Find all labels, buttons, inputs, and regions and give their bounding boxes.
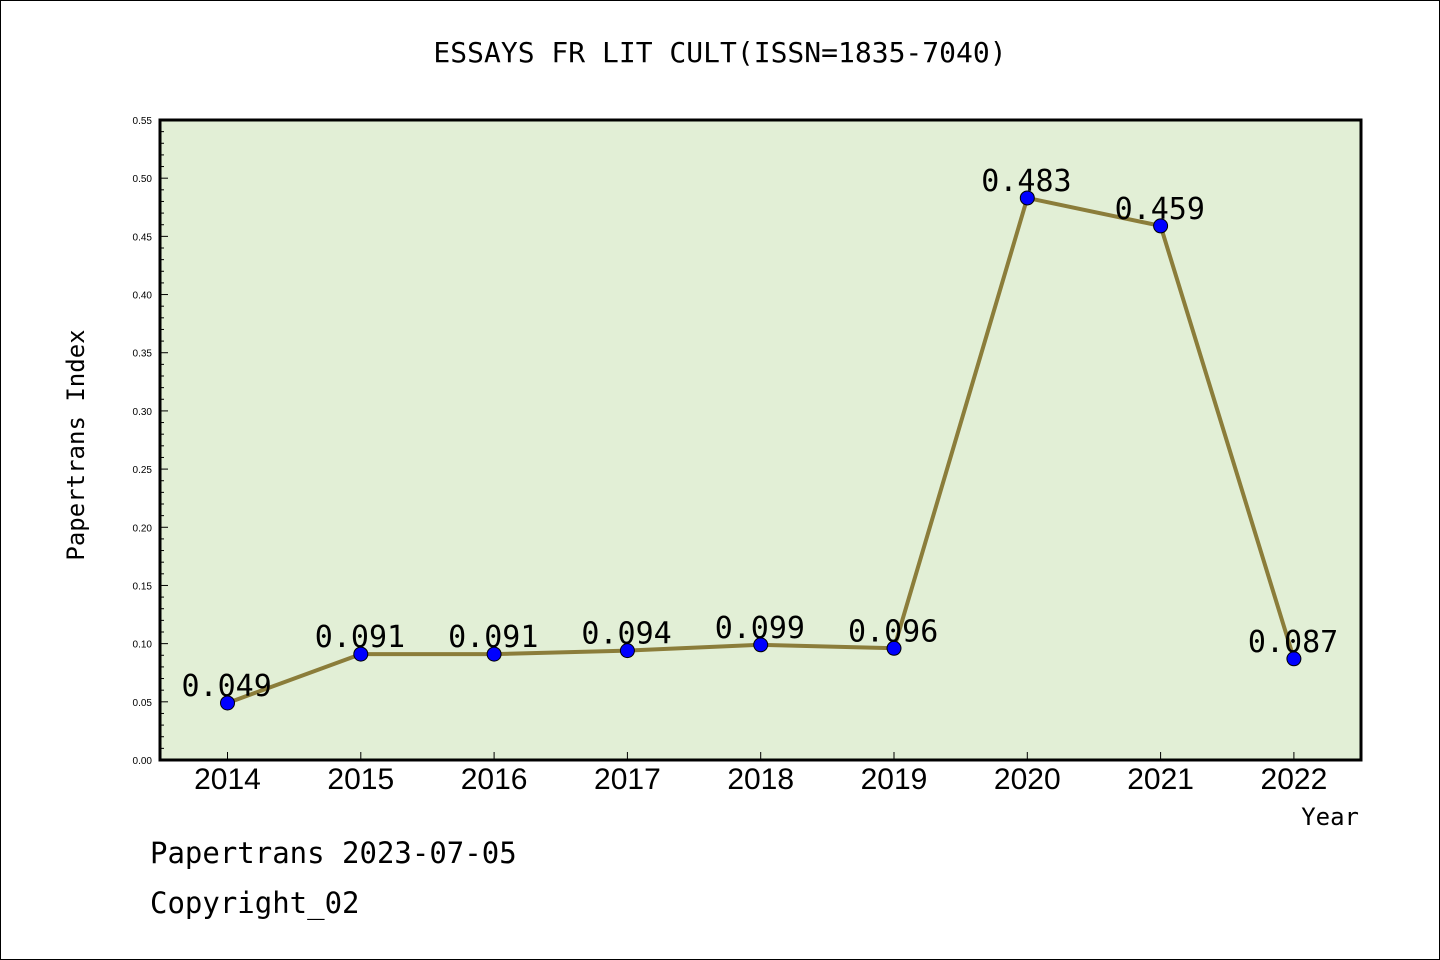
data-label: 0.091 bbox=[315, 620, 405, 655]
data-point bbox=[753, 637, 769, 653]
y-tick-label: 0.00 bbox=[133, 756, 153, 767]
y-tick-label: 0.30 bbox=[133, 407, 153, 418]
data-point bbox=[220, 695, 235, 711]
x-axis: 2014 2015 2016 2017 2018 2019 2020 2021 2022 bbox=[194, 752, 1327, 796]
y-tick-label: 0.05 bbox=[133, 698, 153, 709]
y-tick-label: 0.40 bbox=[133, 291, 153, 302]
data-point bbox=[1019, 190, 1035, 206]
x-tick-label: 2014 bbox=[194, 763, 261, 796]
y-tick-label: 0.35 bbox=[133, 349, 153, 360]
footer-date: Papertrans 2023-07-05 bbox=[150, 836, 517, 870]
y-tick-label: 0.55 bbox=[133, 116, 153, 127]
x-tick-label: 2015 bbox=[327, 763, 394, 796]
data-point bbox=[886, 640, 902, 656]
y-tick-label: 0.25 bbox=[133, 465, 153, 476]
y-tick-label: 0.20 bbox=[133, 523, 153, 534]
x-tick-label: 2022 bbox=[1261, 763, 1328, 796]
y-axis: 0.00 0.05 0.10 0.15 0.20 0.25 0.30 0.35 0.40 0.45… bbox=[133, 116, 168, 767]
chart-title: ESSAYS FR LIT CULT(ISSN=1835-7040) bbox=[433, 36, 1007, 69]
data-label: 0.459 bbox=[1115, 192, 1205, 227]
footer-copyright: Copyright_02 bbox=[150, 886, 360, 920]
y-tick-label: 0.50 bbox=[133, 174, 153, 185]
data-label: 0.096 bbox=[848, 614, 938, 649]
data-point bbox=[1153, 218, 1169, 234]
data-label: 0.049 bbox=[182, 669, 272, 704]
data-point bbox=[619, 643, 635, 659]
x-tick-label: 2016 bbox=[461, 763, 528, 796]
data-point bbox=[486, 646, 502, 662]
data-label: 0.483 bbox=[981, 164, 1071, 199]
x-tick-label: 2017 bbox=[594, 763, 661, 796]
data-labels: 0.049 0.091 0.091 0.094 0.099 0.096 0.483 0.459… bbox=[182, 164, 1339, 704]
x-axis-title: Year bbox=[1301, 803, 1359, 831]
data-label: 0.087 bbox=[1248, 625, 1338, 660]
y-tick-label: 0.45 bbox=[133, 232, 153, 243]
x-tick-label: 2019 bbox=[861, 763, 928, 796]
x-tick-label: 2020 bbox=[994, 763, 1061, 796]
data-label: 0.091 bbox=[448, 620, 538, 655]
series-line bbox=[220, 190, 1302, 711]
data-point bbox=[353, 646, 369, 662]
y-tick-label: 0.10 bbox=[133, 640, 153, 651]
data-point bbox=[1286, 651, 1302, 667]
y-axis-title: Papertrans Index bbox=[62, 329, 90, 560]
y-tick-label: 0.15 bbox=[133, 581, 153, 592]
x-tick-label: 2021 bbox=[1127, 763, 1194, 796]
x-tick-label: 2018 bbox=[727, 763, 794, 796]
data-label: 0.094 bbox=[581, 617, 671, 652]
data-label: 0.099 bbox=[715, 611, 805, 646]
